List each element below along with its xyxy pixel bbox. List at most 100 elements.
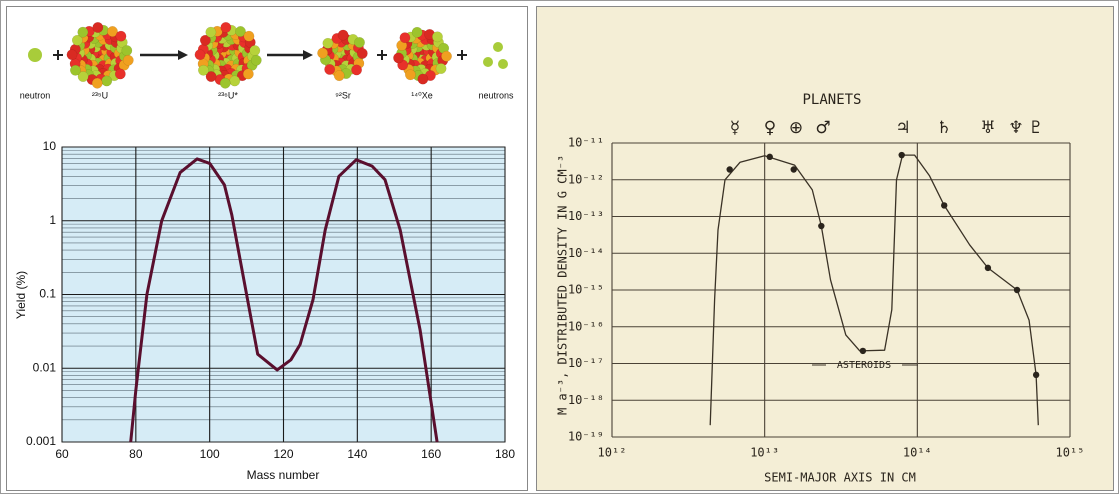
nucleon xyxy=(441,50,452,62)
x-tick-label: 60 xyxy=(55,447,69,461)
data-point xyxy=(941,202,948,209)
y-tick-label: 10⁻¹⁹ xyxy=(568,430,604,444)
nucleon xyxy=(404,69,416,81)
nucleon xyxy=(354,37,365,48)
nucleon xyxy=(250,54,262,66)
nucleon xyxy=(121,45,133,56)
x-tick-label: 160 xyxy=(421,447,441,461)
nucleon xyxy=(219,77,231,89)
y-tick-label: 10⁻¹⁴ xyxy=(568,246,604,260)
x-tick-label: 120 xyxy=(273,447,293,461)
planet-symbol: ♆ xyxy=(1008,118,1023,138)
nucleon xyxy=(356,47,368,59)
y-tick-label: 10⁻¹² xyxy=(568,172,604,186)
data-point xyxy=(790,166,797,173)
nucleon xyxy=(393,52,405,64)
nucleon xyxy=(91,77,103,89)
data-point xyxy=(726,166,733,173)
planet-symbol: ♀ xyxy=(764,118,776,138)
nucleon xyxy=(220,22,232,33)
nucleon xyxy=(115,30,127,42)
nucleon xyxy=(411,26,423,38)
nucleon xyxy=(92,22,104,33)
diagram-label: ²³⁶U* xyxy=(218,90,238,100)
planet-symbol: ♃ xyxy=(895,118,910,138)
nucleon xyxy=(435,63,447,74)
x-tick-label: 140 xyxy=(347,447,367,461)
plot-frame xyxy=(61,146,506,443)
chart-title: PLANETS xyxy=(802,92,861,108)
x-tick-label: 10¹³ xyxy=(750,446,779,460)
y-tick-label: 10⁻¹³ xyxy=(568,209,604,223)
nucleon xyxy=(101,75,113,87)
nucleon xyxy=(197,64,209,76)
nucleon xyxy=(333,70,345,82)
nucleus xyxy=(66,22,134,89)
x-tick-label: 180 xyxy=(495,447,515,461)
planet-symbol: ♄ xyxy=(936,118,951,138)
x-axis-label: Mass number xyxy=(247,468,320,482)
x-tick-label: 100 xyxy=(200,447,220,461)
y-axis-label: M a⁻³, DISTRIBUTED DENSITY IN G CM⁻³ xyxy=(556,155,570,415)
y-tick-label: 10⁻¹⁶ xyxy=(568,319,604,333)
y-tick-label: 10⁻¹¹ xyxy=(568,136,604,150)
nucleon xyxy=(114,68,126,80)
y-tick-label: 10 xyxy=(43,139,57,153)
plus-signs xyxy=(53,50,467,60)
planet-symbol: ♅ xyxy=(980,118,995,138)
nucleon xyxy=(432,31,443,43)
nucleon xyxy=(229,75,241,87)
y-tick-label: 0.001 xyxy=(26,434,56,448)
y-tick-label: 0.1 xyxy=(39,287,56,301)
x-tick-label: 10¹² xyxy=(598,446,627,460)
neutron xyxy=(483,57,493,67)
data-point xyxy=(818,222,825,230)
x-tick-label: 80 xyxy=(129,447,143,461)
data-point xyxy=(766,153,773,161)
neutron xyxy=(28,48,42,62)
data-point xyxy=(859,347,867,355)
nucleus xyxy=(393,26,452,85)
fission-diagram: neutron ²³⁵U ²³⁶U* ⁹²Sr ¹⁴⁰Xe neutrons xyxy=(20,22,514,100)
neutron xyxy=(498,59,508,69)
annotation: ASTEROIDS xyxy=(837,360,891,371)
nucleon xyxy=(417,73,429,85)
diagram-label: ⁹²Sr xyxy=(335,90,351,100)
y-tick-label: 10⁻¹⁵ xyxy=(568,283,604,297)
nucleon xyxy=(399,32,411,44)
x-tick-label: 10¹⁴ xyxy=(903,446,932,460)
data-point xyxy=(898,151,905,159)
nucleon xyxy=(77,71,89,83)
neutron xyxy=(493,42,503,52)
nucleon xyxy=(69,64,81,76)
nucleon xyxy=(337,29,349,41)
nucleon xyxy=(235,26,246,37)
nucleon xyxy=(317,47,329,59)
nucleon xyxy=(351,64,363,76)
x-axis-label: SEMI-MAJOR AXIS IN CM xyxy=(764,471,916,485)
nucleon xyxy=(324,63,336,75)
nucleon xyxy=(107,26,118,37)
planet-symbol: ☿ xyxy=(730,118,740,138)
nucleon xyxy=(71,34,83,46)
nucleon xyxy=(249,45,261,56)
y-tick-label: 0.01 xyxy=(33,360,57,374)
nucleon xyxy=(122,54,134,66)
diagram-label: ¹⁴⁰Xe xyxy=(411,90,432,100)
nucleon xyxy=(194,49,206,61)
planet-symbol: ♇ xyxy=(1028,118,1043,138)
arrows xyxy=(140,50,313,60)
nucleon xyxy=(77,26,89,38)
planet-symbol: ⊕ xyxy=(789,118,803,138)
nucleon xyxy=(66,49,78,61)
nucleus xyxy=(194,22,262,89)
diagram-label: ²³⁵U xyxy=(92,90,108,100)
y-tick-label: 10⁻¹⁷ xyxy=(568,356,604,370)
data-line xyxy=(129,157,439,443)
data-point xyxy=(1013,286,1021,294)
nucleus xyxy=(317,29,368,82)
nucleon xyxy=(322,37,334,49)
x-tick-label: 10¹⁵ xyxy=(1056,446,1085,460)
diagram-label: neutron xyxy=(20,90,51,100)
